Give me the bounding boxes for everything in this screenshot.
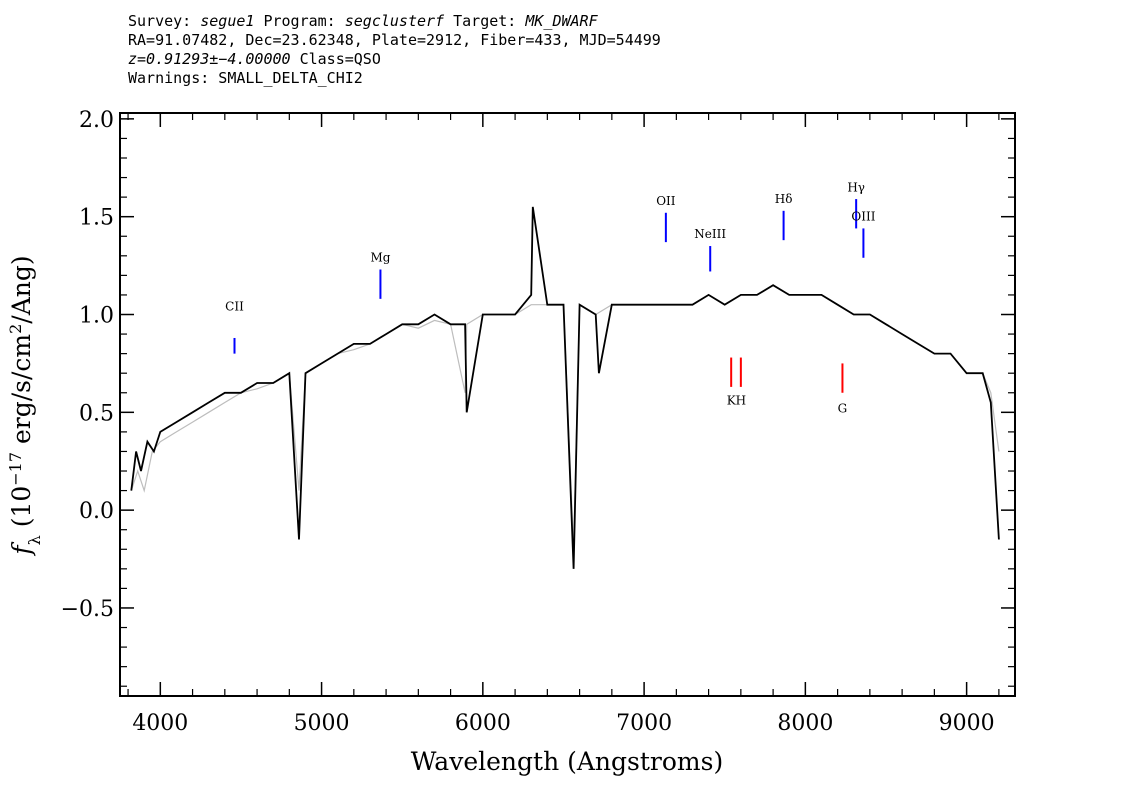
survey-label: Survey: <box>128 12 201 30</box>
header-line-survey: Survey: segue1 Program: segclusterf Targ… <box>128 12 661 31</box>
emission-line-label: OII <box>656 194 676 208</box>
target-value: MK_DWARF <box>525 12 598 30</box>
program-label: Program: <box>254 12 345 30</box>
x-axis-label: Wavelength (Angstroms) <box>411 747 723 776</box>
spectral-lines-layer: CII Mg OII NeIII Hδ Hγ OIII K H G <box>225 180 876 415</box>
header-line-coordinates: RA=91.07482, Dec=23.62348, Plate=2912, F… <box>128 31 661 49</box>
header-line-warnings: Warnings: SMALL_DELTA_CHI2 <box>128 69 363 87</box>
absorption-line-label: H <box>736 394 746 408</box>
series-flux-line <box>130 206 1000 569</box>
absorption-line-label: G <box>838 401 848 415</box>
y-tick-label: 0.0 <box>79 499 114 524</box>
emission-line-label: CII <box>225 300 244 314</box>
y-tick-label: −0.5 <box>61 597 114 622</box>
y-tick-label: 1.5 <box>79 206 114 231</box>
redshift-value: z=0.91293±−4.00000 <box>128 50 291 68</box>
y-tick-label: 2.0 <box>79 108 114 133</box>
ticks-layer: 4000 5000 6000 7000 8000 9000 −0.5 0.0 0.5 1.0 1.5… <box>61 108 1015 736</box>
series-layer <box>130 206 1000 569</box>
y-tick-label: 1.0 <box>79 304 114 329</box>
emission-line-label: Hγ <box>847 180 865 194</box>
spectrum-header: Survey: segue1 Program: segclusterf Targ… <box>128 12 661 88</box>
program-value: segclusterf <box>344 12 445 30</box>
emission-line-label: NeIII <box>694 227 726 241</box>
x-tick-label: 8000 <box>777 711 833 736</box>
absorption-line-label: K <box>727 394 737 408</box>
emission-line-label: OIII <box>851 210 875 224</box>
class-value: Class=QSO <box>290 50 381 68</box>
y-axis-label: fλ (10−17 erg/s/cm2/Ang) <box>6 255 44 556</box>
emission-line-label: Mg <box>370 251 390 265</box>
y-tick-label: 0.5 <box>79 401 114 426</box>
x-tick-label: 9000 <box>939 711 995 736</box>
x-tick-label: 4000 <box>132 711 188 736</box>
plot-frame <box>119 112 1016 697</box>
x-tick-label: 6000 <box>455 711 511 736</box>
header-line-redshift: z=0.91293±−4.00000 Class=QSO <box>128 50 661 69</box>
target-label: Target: <box>444 12 526 30</box>
x-tick-label: 7000 <box>616 711 672 736</box>
survey-value: segue1 <box>200 12 255 30</box>
x-tick-label: 5000 <box>294 711 350 736</box>
emission-line-label: Hδ <box>775 192 793 206</box>
